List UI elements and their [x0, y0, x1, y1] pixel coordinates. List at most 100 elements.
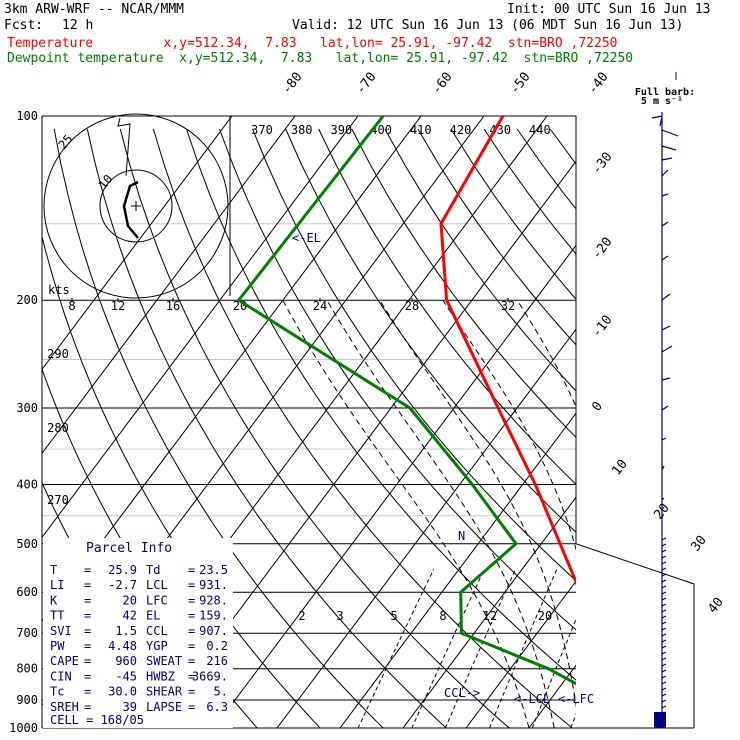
lcl-marker: <-LCL: [514, 692, 550, 706]
parcel-param-value: 4.48: [108, 639, 137, 653]
parcel-eq: =: [188, 609, 195, 623]
mixing-ratio-label: 5: [390, 609, 397, 623]
parcel-eq: =: [188, 563, 195, 577]
isotherm-line: [718, 116, 740, 728]
mixing-ratio-label: 3: [336, 609, 343, 623]
parcel-param-label: K: [50, 593, 58, 607]
parcel-param-label: T: [50, 563, 57, 577]
parcel-title: Parcel Info: [86, 541, 172, 556]
parcel-param-label: SVI: [50, 624, 72, 638]
hodograph-ring-label: 25: [56, 132, 76, 152]
parcel-cell: CELL = 168/05: [50, 713, 144, 727]
parcel-param-label: HWBZ: [146, 669, 175, 683]
isotherm-label: 40: [705, 595, 726, 617]
parcel-param-value: 1.5: [115, 624, 137, 638]
parcel-eq: =: [84, 593, 91, 607]
hodograph-ring: [99, 169, 173, 243]
dry-adiabat-line: [285, 128, 576, 533]
speed-axis-label: kts: [48, 283, 70, 297]
parcel-eq: =: [188, 578, 195, 592]
fcst-label: Fcst:: [4, 18, 44, 33]
hodograph-ring: [43, 113, 229, 299]
theta-label: 410: [410, 123, 432, 137]
parcel-param-value: 30.0: [108, 685, 137, 699]
pressure-label: 900: [16, 693, 38, 707]
parcel-eq: =: [188, 700, 195, 714]
parcel-param-label: SWEAT: [146, 654, 182, 668]
dry-adiabat-line: [186, 128, 576, 681]
theta-label: 420: [450, 123, 472, 137]
parcel-eq: =: [188, 639, 195, 653]
parcel-eq: =: [188, 685, 195, 699]
theta-label: 290: [47, 347, 69, 361]
hodograph-trace: [122, 180, 139, 239]
parcel-param-label: SREH: [50, 700, 79, 714]
pressure-label: 1000: [9, 721, 38, 735]
barb-legend-value: 5 m s⁻¹: [641, 96, 683, 107]
parcel-param-value: 960: [115, 654, 137, 668]
isotherm-line: [42, 116, 296, 455]
pressure-label: 800: [16, 662, 38, 676]
wind-barb-bottom: [654, 712, 666, 728]
isotherm-label: -80: [279, 70, 305, 98]
theta-label: 440: [529, 123, 551, 137]
mixing-ratio-line: [444, 568, 517, 728]
isotherm-label: -50: [507, 70, 533, 98]
theta-label: 430: [489, 123, 511, 137]
speed-tick-label: 24: [313, 299, 327, 313]
mixing-ratio-line: [570, 712, 576, 728]
pressure-label: 100: [16, 109, 38, 123]
parcel-param-label: CCL: [146, 624, 168, 638]
dry-adiabat-line: [516, 128, 576, 210]
speed-tick-label: 28: [405, 299, 419, 313]
speed-tick-label: 8: [68, 299, 75, 313]
isotherm-line: [402, 496, 576, 728]
pressure-label: 600: [16, 585, 38, 599]
dry-adiabat-line: [450, 128, 576, 300]
parcel-eq: =: [84, 578, 91, 592]
dry-adiabat-line: [384, 128, 576, 392]
isotherm-label: -30: [589, 150, 615, 178]
isotherm-label: 10: [609, 457, 630, 479]
dry-adiabat-line: [119, 128, 510, 728]
dry-adiabat-line: [616, 129, 740, 740]
hodograph-upper-trace: [117, 117, 131, 177]
parcel-param-value: 3669.: [192, 669, 228, 683]
parcel-param-label: Td: [146, 563, 160, 577]
dewpoint-profile: [237, 116, 576, 686]
parcel-eq: =: [84, 624, 91, 638]
parcel-param-label: LFC: [146, 593, 168, 607]
pressure-label: 200: [16, 293, 38, 307]
isotherm-line: [655, 116, 740, 728]
dry-adiabat-line: [53, 128, 384, 728]
pressure-label: 300: [16, 401, 38, 415]
init-time: Init: 00 UTC Sun 16 Jun 13: [507, 2, 711, 17]
parcel-param-label: CAPE: [50, 654, 79, 668]
parcel-param-value: 931.: [199, 578, 228, 592]
speed-tick-label: 12: [111, 299, 125, 313]
parcel-eq: =: [84, 669, 91, 683]
moist-adiabat-line: [282, 299, 530, 728]
isotherm-line: [592, 116, 740, 728]
parcel-param-label: Tc: [50, 685, 64, 699]
theta-label: 370: [251, 123, 273, 137]
parcel-param-value: 20: [123, 593, 137, 607]
parcel-param-value: -45: [115, 669, 137, 683]
isotherm-label: -60: [429, 70, 455, 98]
parcel-param-value: 0.2: [206, 639, 228, 653]
isotherm-label: 0: [589, 399, 606, 414]
parcel-param-label: LAPSE: [146, 700, 182, 714]
dry-adiabat-line: [351, 128, 576, 439]
mixing-ratio-line: [617, 569, 680, 740]
parcel-param-label: LCL: [146, 578, 168, 592]
el-marker: <-EL: [292, 231, 321, 245]
isotherm-label: -10: [589, 313, 615, 341]
parcel-param-value: 928.: [199, 593, 228, 607]
theta-label: 270: [47, 493, 69, 507]
pressure-label: 700: [16, 626, 38, 640]
parcel-eq: =: [84, 609, 91, 623]
pressure-label: 400: [16, 477, 38, 491]
plot-border: [42, 115, 695, 728]
isotherm-label: -40: [585, 70, 611, 98]
parcel-param-value: 159.: [199, 609, 228, 623]
